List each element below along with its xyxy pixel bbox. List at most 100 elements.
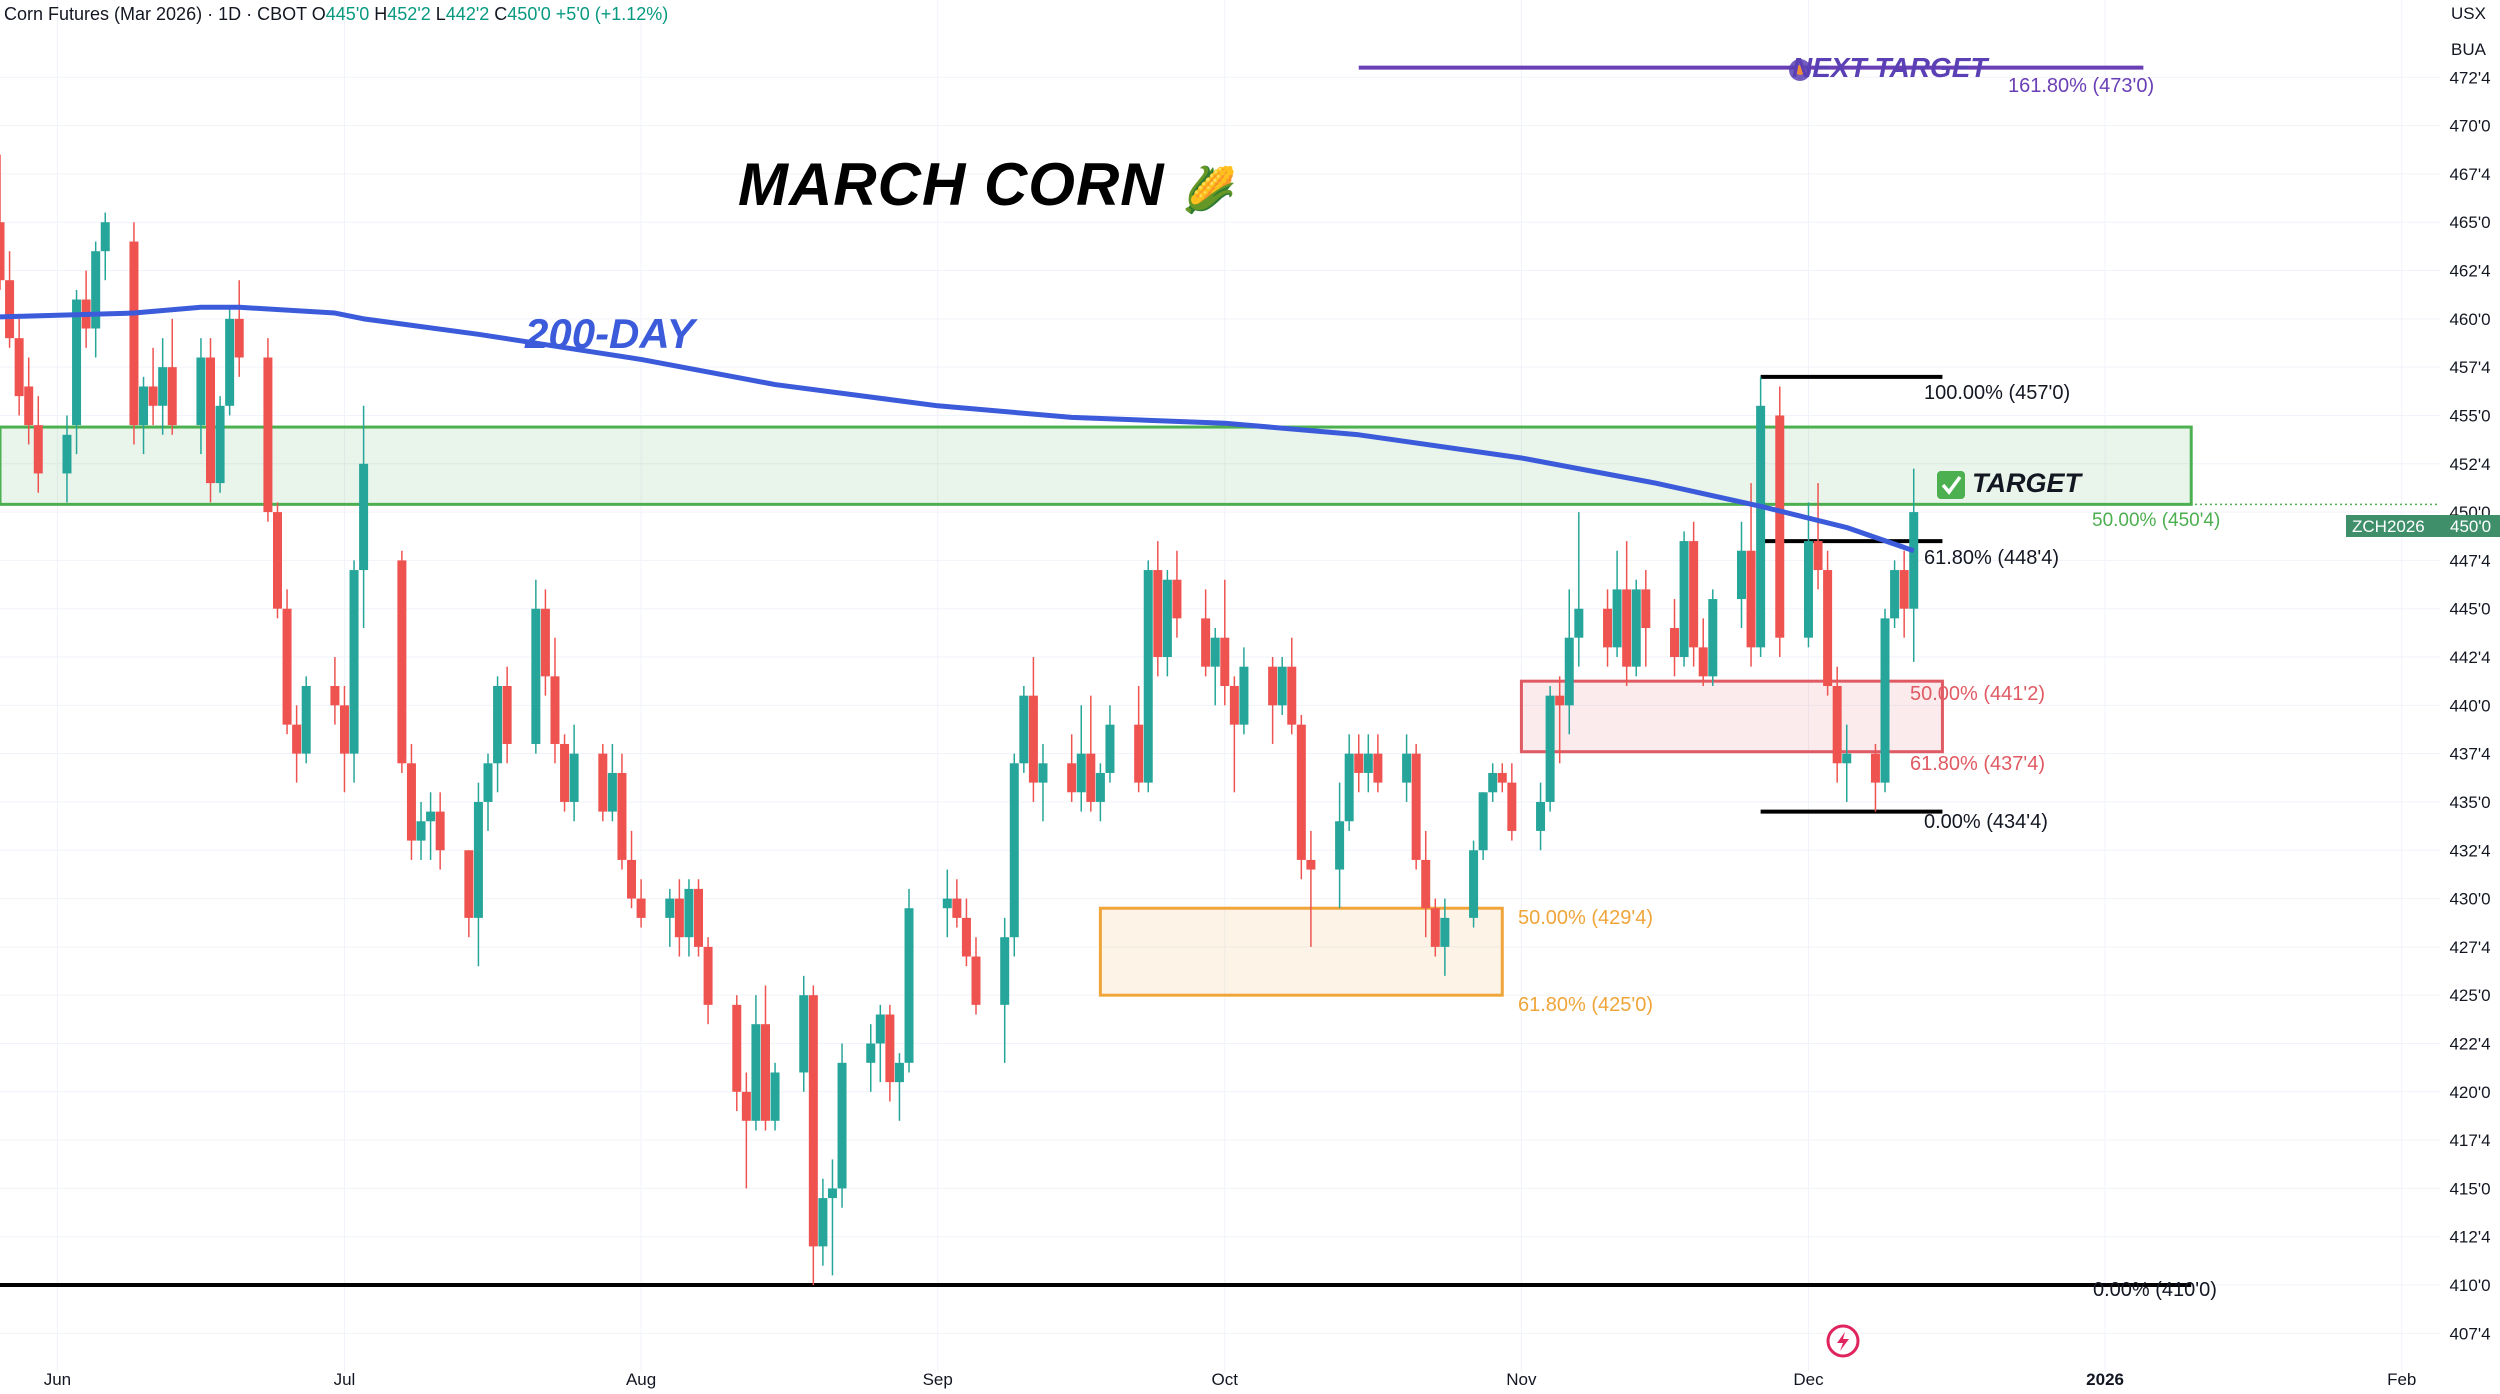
candle-body xyxy=(1220,637,1230,686)
candle-body xyxy=(349,570,359,754)
y-tick-label: 455'0 xyxy=(2449,406,2490,425)
candle-body xyxy=(1296,724,1306,860)
candle-body xyxy=(1363,753,1373,773)
change-value: +5'0 (+1.12%) xyxy=(555,4,669,24)
symbol-name[interactable]: Corn Futures (Mar 2026) · 1D · CBOT xyxy=(4,4,307,24)
fib-label-50-red: 50.00% (441'2) xyxy=(1910,683,2046,705)
candle-body xyxy=(665,898,675,918)
y-tick-label: 425'0 xyxy=(2449,986,2490,1005)
candle-body xyxy=(1497,772,1507,783)
candle-body xyxy=(942,898,952,909)
candle-body xyxy=(1287,666,1297,725)
high-label: H xyxy=(374,4,388,24)
candle-body xyxy=(1172,579,1182,619)
candle-body xyxy=(1899,570,1909,609)
x-tick-label: Feb xyxy=(2387,1370,2416,1389)
candle-body xyxy=(1631,589,1641,667)
candle-body xyxy=(684,888,694,938)
candle-body xyxy=(703,946,713,1005)
next-target-icon-inner xyxy=(1795,65,1805,75)
y-tick-label: 410'0 xyxy=(2449,1276,2490,1295)
candle-body xyxy=(1488,772,1498,793)
y-tick-label: 412'4 xyxy=(2449,1228,2490,1247)
fib-label-618-top: 61.80% (448'4) xyxy=(1924,547,2060,569)
candle-body xyxy=(1268,666,1278,706)
x-tick-label: Jul xyxy=(334,1370,356,1389)
y-tick-label: 447'4 xyxy=(2449,551,2490,570)
candle-body xyxy=(904,908,914,1063)
candle-body xyxy=(158,367,168,406)
candle-body xyxy=(1756,405,1766,648)
candle-body xyxy=(263,357,273,513)
candle-body xyxy=(215,405,225,484)
candle-body xyxy=(359,463,369,571)
candle-body xyxy=(234,318,244,358)
candle-body xyxy=(1019,695,1029,764)
candle-body xyxy=(339,705,349,754)
zone-red-retracement xyxy=(1519,679,1944,754)
candle-body xyxy=(1105,724,1115,773)
candle-body xyxy=(426,811,436,822)
chart-title: MARCH CORN 🌽 xyxy=(738,150,1238,219)
lightning-icon[interactable] xyxy=(1826,1324,1860,1358)
candle-body xyxy=(760,1024,770,1121)
candle-body xyxy=(1603,608,1613,648)
candle-body xyxy=(1344,753,1354,822)
candle-body xyxy=(1430,908,1440,947)
candle-body xyxy=(531,608,541,744)
candle-body xyxy=(1411,753,1421,860)
candle-body xyxy=(1545,695,1555,802)
y-tick-label: 432'4 xyxy=(2449,841,2490,860)
candle-body xyxy=(694,888,704,947)
candle-body xyxy=(1842,753,1852,764)
candle-body xyxy=(1880,618,1890,783)
candle-body xyxy=(1507,782,1517,831)
y-tick-label: 417'4 xyxy=(2449,1131,2490,1150)
candle-body xyxy=(952,898,962,918)
unit-label[interactable]: BUA xyxy=(2451,40,2486,59)
y-tick-label: 467'4 xyxy=(2449,165,2490,184)
y-tick-label: 407'4 xyxy=(2449,1324,2490,1343)
close-label: C xyxy=(494,4,508,24)
currency-label[interactable]: USX xyxy=(2451,4,2486,23)
low-label: L xyxy=(435,4,446,24)
candle-body xyxy=(272,512,282,609)
candle-body xyxy=(1076,753,1086,793)
candle-body xyxy=(1478,792,1488,851)
candle-body xyxy=(1000,937,1010,1005)
high-value: 452'2 xyxy=(387,4,431,24)
candle-body xyxy=(301,686,311,754)
candle-body xyxy=(483,763,493,802)
candle-body xyxy=(435,811,445,851)
candle-body xyxy=(1229,686,1239,725)
candle-body xyxy=(464,850,474,918)
candle-body xyxy=(1564,637,1574,706)
candle-body xyxy=(196,357,206,426)
fib-label-1618: 161.80% (473'0) xyxy=(2008,75,2155,97)
y-tick-label: 427'4 xyxy=(2449,938,2490,957)
candle-body xyxy=(894,1062,904,1083)
candle-body xyxy=(971,956,981,1005)
candle-body xyxy=(1813,541,1823,571)
y-tick-label: 430'0 xyxy=(2449,890,2490,909)
y-tick-label: 437'4 xyxy=(2449,745,2490,764)
price-tag-symbol: ZCH2026 xyxy=(2352,517,2425,536)
candle-body xyxy=(1239,666,1249,725)
candle-body xyxy=(1708,599,1718,677)
candle-body xyxy=(1622,589,1632,667)
candle-body xyxy=(1832,686,1842,764)
candle-body xyxy=(741,1091,751,1121)
candle-body xyxy=(1890,570,1900,619)
fib-label-0-low: 0.00% (410'0) xyxy=(2093,1279,2217,1301)
candle-body xyxy=(100,222,110,252)
fib-label-0-mid: 0.00% (434'4) xyxy=(1924,811,2048,833)
candle-body xyxy=(282,608,292,725)
candle-body xyxy=(0,222,5,281)
candle-body xyxy=(1201,618,1211,667)
open-value: 445'0 xyxy=(325,4,370,24)
candle-body xyxy=(91,251,101,329)
last-price-tag: ZCH2026 450'0 xyxy=(2346,515,2500,537)
candle-body xyxy=(627,859,637,899)
candle-body xyxy=(1689,541,1699,648)
